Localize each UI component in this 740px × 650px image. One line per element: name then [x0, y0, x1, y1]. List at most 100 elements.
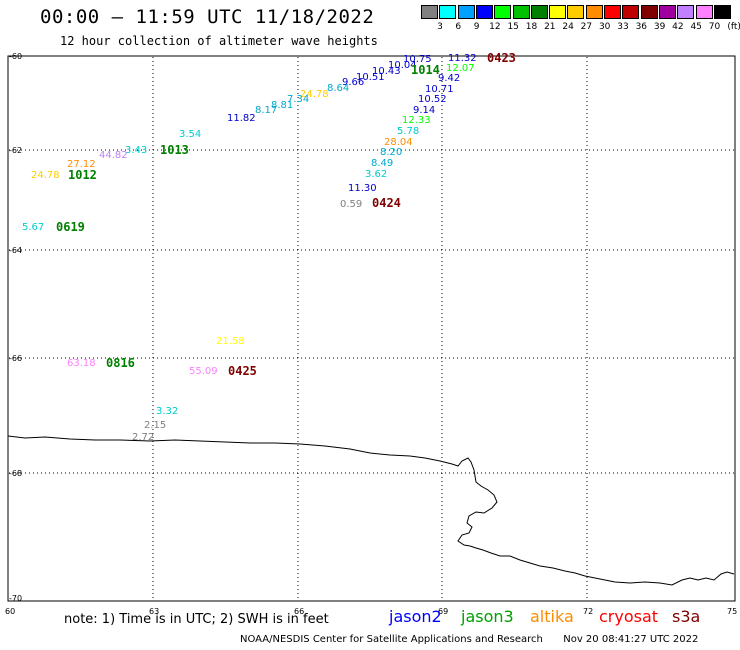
- wave-height-obs: 7.34: [287, 94, 309, 105]
- observations: 10.75 10.04 10.43 10.51 9.66 8.64 24.78 …: [22, 53, 477, 443]
- wave-height-obs: 10.52: [418, 94, 447, 105]
- scale-label: 30: [598, 22, 611, 32]
- scale-label: 12: [489, 22, 501, 32]
- scale-swatch: [567, 5, 585, 19]
- legend-satellite: altika: [530, 607, 574, 626]
- lat-label: -60: [9, 52, 22, 61]
- legend-satellite: cryosat: [599, 607, 659, 626]
- pass-times: 0423 1014 0424 1013 1012 0619 0816 0425: [56, 51, 516, 378]
- credit-timestamp: Nov 20 08:41:27 UTC 2022: [563, 634, 699, 645]
- lat-label: -62: [9, 146, 22, 155]
- latitude-labels: -60 -62 -64 -66 -68 -70: [9, 52, 22, 603]
- pass-time-label: 0424: [372, 196, 401, 210]
- lon-label: 60: [5, 607, 15, 616]
- scale-swatch: [677, 5, 695, 19]
- scale-label: 45: [690, 22, 702, 32]
- scale-swatch: [494, 5, 512, 19]
- wave-height-obs: 63.18: [67, 358, 96, 369]
- wave-height-obs: 12.33: [402, 115, 431, 126]
- scale-label: 42: [672, 22, 684, 32]
- legend-satellite: jason2: [389, 607, 442, 626]
- scale-label: 33: [617, 22, 629, 32]
- graticule: [9, 57, 734, 600]
- wave-height-obs: 10.71: [425, 84, 454, 95]
- antarctic-coastline: [7, 435, 735, 586]
- wave-height-obs: 8.49: [371, 158, 393, 169]
- scale-swatch: [475, 5, 493, 19]
- lat-label: -64: [9, 246, 22, 255]
- wave-height-obs: 10.43: [372, 66, 401, 77]
- scale-swatch: [549, 5, 567, 19]
- pass-time-label: 1013: [160, 143, 189, 157]
- pass-time-label: 0423: [487, 51, 516, 65]
- scale-label: 18: [525, 22, 538, 32]
- scale-swatch: [457, 5, 475, 19]
- scale-label: 3: [437, 22, 443, 32]
- scale-label: 36: [635, 22, 648, 32]
- wave-height-obs: 9.14: [413, 105, 435, 116]
- wave-height-obs: 3.62: [365, 169, 387, 180]
- wave-height-obs: 10.04: [388, 60, 417, 71]
- scale-swatch: [421, 5, 438, 19]
- scale-swatch: [695, 5, 713, 19]
- wave-height-obs: 3.54: [179, 129, 201, 140]
- wave-height-obs: 8.20: [380, 147, 402, 158]
- lat-label: -70: [9, 594, 22, 603]
- page-title: 00:00 – 11:59 UTC 11/18/2022: [40, 6, 375, 28]
- scale-swatch: [640, 5, 658, 19]
- scale-swatch: [512, 5, 530, 19]
- scale-label: 70: [708, 22, 721, 32]
- scale-swatch: [585, 5, 603, 19]
- wave-height-obs: 8.81: [271, 100, 293, 111]
- wave-height-obs: 27.12: [67, 159, 96, 170]
- wave-height-obs: 8.64: [327, 83, 349, 94]
- scale-label: 21: [544, 22, 556, 32]
- wave-height-obs: 55.09: [189, 366, 218, 377]
- scale-label: 6: [455, 22, 462, 32]
- wave-height-obs: 11.82: [227, 113, 256, 124]
- wave-height-obs: 2.15: [144, 420, 166, 431]
- wave-height-obs: 44.82: [99, 150, 128, 161]
- wave-height-obs: 24.78: [31, 170, 60, 181]
- legend-satellite: jason3: [461, 607, 514, 626]
- scale-swatch: [604, 5, 621, 19]
- scale-swatch: [658, 5, 676, 19]
- legend-satellite: s3a: [672, 607, 701, 626]
- scale-label: 27: [580, 22, 593, 32]
- wave-height-obs: 0.59: [340, 199, 362, 210]
- wave-height-obs: 11.30: [348, 183, 377, 194]
- lon-label: 69: [438, 607, 448, 616]
- scale-swatch: [439, 5, 457, 19]
- wave-height-obs: 10.75: [403, 54, 432, 65]
- lon-label: 63: [149, 607, 159, 616]
- wave-height-obs: 2.72: [132, 432, 154, 443]
- lon-label: 66: [294, 607, 304, 616]
- wave-height-obs: 24.78: [300, 89, 329, 100]
- page-subtitle: 12 hour collection of altimeter wave hei…: [60, 34, 378, 48]
- wave-height-obs: 11.32: [448, 53, 477, 64]
- wave-height-obs: 8.17: [255, 105, 277, 116]
- wave-height-obs: 28.04: [384, 137, 413, 148]
- footer-note: note: 1) Time is in UTC; 2) SWH is in fe…: [64, 612, 329, 627]
- wave-height-obs: 5.67: [22, 222, 44, 233]
- lon-label: 72: [583, 607, 593, 616]
- footer-credit: NOAA/NESDIS Center for Satellite Applica…: [240, 634, 698, 645]
- lat-label: -68: [9, 469, 22, 478]
- wave-height-obs: 12.07: [446, 63, 475, 74]
- lat-label: -66: [9, 354, 22, 363]
- pass-time-label: 0619: [56, 220, 85, 234]
- scale-label: 9: [473, 22, 480, 32]
- wave-height-obs: 3.32: [156, 406, 178, 417]
- wave-height-obs: 3.43: [125, 145, 147, 156]
- wave-height-obs: 21.58: [216, 336, 245, 347]
- lon-label: 75: [727, 607, 737, 616]
- scale-swatch: [713, 5, 731, 19]
- longitude-labels: 60 63 66 69 72 75: [5, 607, 737, 616]
- credit-text: NOAA/NESDIS Center for Satellite Applica…: [240, 634, 543, 645]
- scale-label: 24: [562, 22, 574, 32]
- wave-height-obs: 10.51: [356, 72, 385, 83]
- scale-label: 39: [653, 22, 666, 32]
- wave-height-obs: 9.66: [342, 77, 364, 88]
- scale-unit: (ft): [727, 22, 740, 32]
- wave-height-obs: 9.42: [438, 73, 460, 84]
